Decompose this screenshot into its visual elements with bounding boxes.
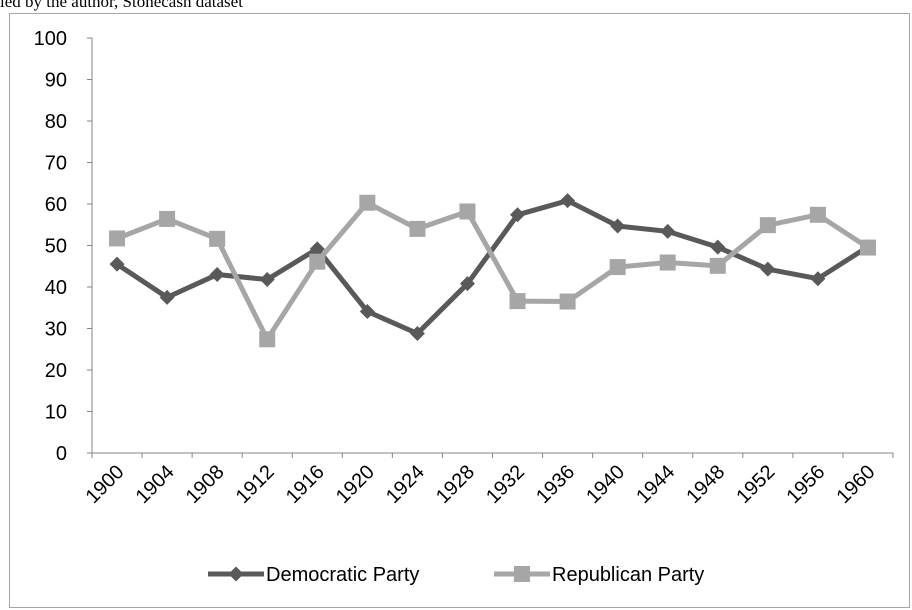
republican-party-point	[409, 220, 426, 237]
legend: Democratic Party Republican Party	[208, 564, 704, 586]
x-tick-label: 1940	[582, 461, 629, 508]
democratic-party-point	[209, 267, 225, 283]
democratic-party-point	[409, 325, 425, 341]
y-tick-label: 10	[45, 402, 67, 424]
series-layer	[109, 193, 876, 348]
x-tick-label: 1960	[832, 461, 879, 508]
democratic-party-point	[510, 207, 526, 223]
republican-party-point	[359, 194, 376, 211]
y-tick-label: 20	[45, 360, 67, 382]
x-tick-label: 1956	[782, 461, 829, 508]
x-tick-label: 1944	[632, 461, 679, 508]
figure-caption: led by the author, Stonecash dataset	[0, 0, 243, 11]
republican-party-point	[609, 259, 626, 276]
democratic-party-point	[760, 261, 776, 277]
democratic-party-point	[660, 223, 676, 239]
chart-axes	[87, 37, 894, 458]
democratic-party-point	[459, 276, 475, 292]
y-tick-label: 100	[34, 28, 67, 50]
x-tick-label: 1948	[682, 461, 729, 508]
y-tick-label: 30	[45, 319, 67, 341]
republican-party-point	[759, 217, 776, 234]
republican-party-line	[116, 200, 870, 342]
legend-item-democratic-party: Democratic Party	[208, 564, 419, 586]
democratic-party-point	[610, 218, 626, 234]
x-tick-label: 1900	[82, 461, 129, 508]
republican-party-point	[209, 230, 226, 247]
x-tick-label: 1952	[732, 461, 779, 508]
democratic-party-point	[109, 256, 125, 272]
republican-party-series	[109, 194, 876, 348]
x-tick-label: 1924	[382, 461, 429, 508]
x-tick-label: 1912	[232, 461, 279, 508]
democratic-party-point	[710, 239, 726, 255]
republican-party-point	[509, 293, 526, 310]
x-tick-label: 1928	[432, 461, 479, 508]
democratic-party-point	[309, 241, 325, 257]
y-tick-label: 50	[45, 236, 67, 258]
y-tick-label: 80	[45, 111, 67, 133]
republican-party-point	[709, 257, 726, 274]
y-tick-label: 90	[45, 70, 67, 92]
republican-party-point	[309, 253, 326, 270]
legend-swatch-marker	[228, 566, 244, 582]
legend-label: Republican Party	[552, 564, 704, 586]
republican-party-point	[659, 254, 676, 271]
republican-party-point	[859, 239, 876, 256]
x-tick-label: 1932	[482, 461, 529, 508]
legend-label: Democratic Party	[266, 564, 419, 586]
republican-party-point	[559, 293, 576, 310]
republican-party-point	[809, 206, 826, 223]
democratic-party-line	[115, 198, 870, 336]
legend-swatch-marker	[514, 566, 530, 582]
y-tick-label: 60	[45, 194, 67, 216]
republican-party-point	[109, 230, 126, 247]
chart-frame	[9, 13, 910, 608]
x-tick-label: 1936	[532, 461, 579, 508]
republican-party-point	[459, 203, 476, 220]
x-tick-label: 1920	[332, 461, 379, 508]
democratic-party-point	[359, 303, 375, 319]
y-tick-labels: 0 10 20 30 40 50 60 70 80 90 100	[34, 28, 67, 465]
x-tick-label: 1916	[282, 461, 329, 508]
y-tick-label: 40	[45, 277, 67, 299]
x-tick-label: 1904	[132, 461, 179, 508]
democratic-party-series	[109, 193, 876, 341]
republican-party-point	[259, 331, 276, 348]
democratic-party-point	[810, 271, 826, 287]
x-tick-labels: 1900 1904 1908 1912 1916 1920 1924 1928 1932 1936…	[82, 461, 880, 508]
republican-party-point	[159, 210, 176, 227]
y-tick-label: 0	[56, 443, 67, 465]
democratic-party-point	[560, 193, 576, 209]
democratic-party-point	[159, 289, 175, 305]
democratic-party-point	[259, 272, 275, 288]
legend-item-republican-party: Republican Party	[494, 564, 704, 586]
y-tick-label: 70	[45, 153, 67, 175]
x-tick-label: 1908	[182, 461, 229, 508]
